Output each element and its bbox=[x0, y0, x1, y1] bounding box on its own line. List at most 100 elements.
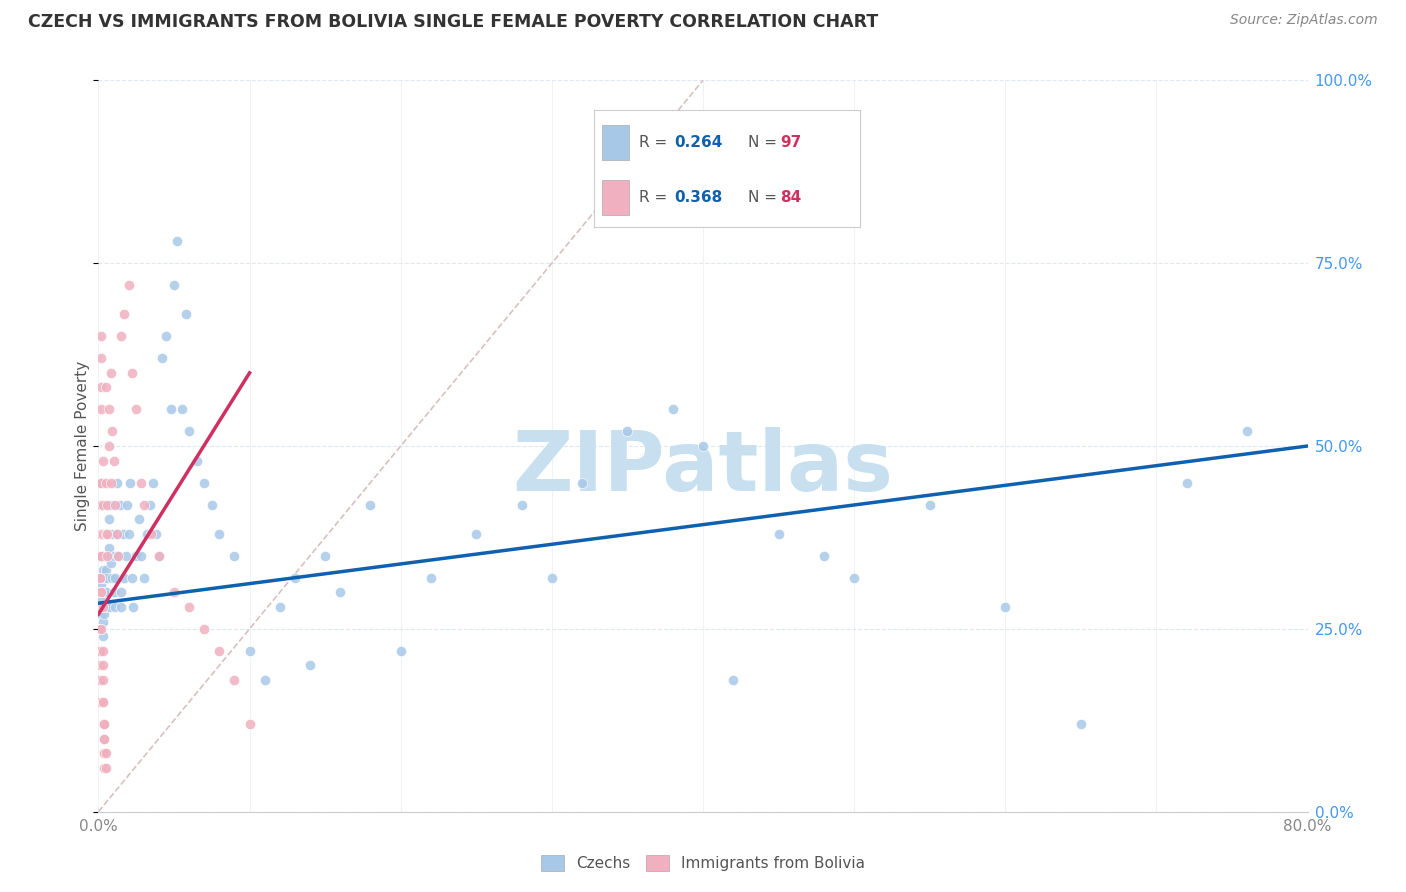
Point bbox=[93, 746, 115, 760]
Point bbox=[93, 585, 115, 599]
Point bbox=[208, 644, 231, 658]
Point bbox=[90, 549, 112, 563]
Point bbox=[90, 498, 112, 512]
Point bbox=[90, 329, 112, 343]
Point bbox=[107, 549, 129, 563]
Point bbox=[571, 475, 593, 490]
Point bbox=[91, 658, 114, 673]
Point bbox=[98, 402, 121, 417]
Point bbox=[89, 695, 111, 709]
Point bbox=[91, 644, 114, 658]
Point bbox=[813, 549, 835, 563]
Point bbox=[284, 571, 307, 585]
Point bbox=[90, 498, 112, 512]
Point bbox=[90, 578, 112, 592]
Point bbox=[100, 366, 122, 380]
Point bbox=[89, 644, 111, 658]
Point bbox=[129, 475, 152, 490]
Point bbox=[91, 717, 114, 731]
Point bbox=[89, 571, 111, 585]
Point bbox=[93, 607, 115, 622]
Point bbox=[465, 526, 488, 541]
Point bbox=[98, 541, 121, 556]
Point bbox=[768, 526, 790, 541]
Text: 97: 97 bbox=[780, 135, 801, 150]
Point bbox=[148, 549, 170, 563]
Point bbox=[103, 549, 125, 563]
Point bbox=[100, 556, 122, 570]
Point bbox=[93, 571, 115, 585]
Point bbox=[98, 439, 121, 453]
Point bbox=[186, 453, 208, 467]
Point bbox=[89, 644, 111, 658]
Point bbox=[112, 307, 135, 321]
Point bbox=[96, 526, 118, 541]
Point bbox=[148, 549, 170, 563]
Point bbox=[89, 622, 111, 636]
Point bbox=[201, 498, 224, 512]
Point bbox=[193, 622, 215, 636]
Point bbox=[91, 585, 114, 599]
Point bbox=[224, 549, 246, 563]
Point bbox=[108, 498, 131, 512]
Point bbox=[89, 673, 111, 687]
Point bbox=[110, 599, 132, 614]
Point bbox=[662, 402, 685, 417]
Point bbox=[91, 673, 114, 687]
Point bbox=[91, 599, 114, 614]
Point bbox=[114, 549, 136, 563]
Point bbox=[98, 512, 121, 526]
Point bbox=[723, 673, 745, 687]
Point bbox=[89, 571, 111, 585]
Point bbox=[93, 731, 115, 746]
Text: R =: R = bbox=[640, 135, 672, 150]
Point bbox=[239, 717, 262, 731]
Legend: Czechs, Immigrants from Bolivia: Czechs, Immigrants from Bolivia bbox=[536, 849, 870, 877]
Point bbox=[103, 453, 125, 467]
Point bbox=[89, 599, 111, 614]
Point bbox=[94, 526, 117, 541]
Point bbox=[93, 746, 115, 760]
Text: ZIPatlas: ZIPatlas bbox=[513, 427, 893, 508]
Point bbox=[91, 498, 114, 512]
Point bbox=[89, 622, 111, 636]
Point bbox=[89, 599, 111, 614]
Point bbox=[145, 526, 167, 541]
Point bbox=[100, 498, 122, 512]
Point bbox=[121, 366, 143, 380]
Text: Source: ZipAtlas.com: Source: ZipAtlas.com bbox=[1230, 13, 1378, 28]
Point bbox=[89, 644, 111, 658]
Point bbox=[89, 571, 111, 585]
Point bbox=[110, 329, 132, 343]
Point bbox=[420, 571, 443, 585]
Y-axis label: Single Female Poverty: Single Female Poverty bbox=[75, 361, 90, 531]
Point bbox=[90, 549, 112, 563]
Point bbox=[93, 717, 115, 731]
Point bbox=[94, 475, 117, 490]
Point bbox=[110, 585, 132, 599]
Point bbox=[94, 585, 117, 599]
Point bbox=[142, 475, 165, 490]
Point bbox=[103, 585, 125, 599]
Point bbox=[269, 599, 291, 614]
Point bbox=[104, 571, 127, 585]
Point bbox=[89, 658, 111, 673]
Point bbox=[163, 585, 186, 599]
Point bbox=[139, 498, 162, 512]
Point bbox=[91, 695, 114, 709]
Point bbox=[170, 402, 193, 417]
Point bbox=[93, 731, 115, 746]
Point bbox=[174, 307, 197, 321]
Point bbox=[89, 622, 111, 636]
Point bbox=[96, 498, 118, 512]
Point bbox=[94, 746, 117, 760]
Point bbox=[96, 549, 118, 563]
Point bbox=[112, 571, 135, 585]
Point bbox=[918, 498, 941, 512]
Point bbox=[105, 475, 128, 490]
Point bbox=[90, 380, 112, 394]
Point bbox=[90, 351, 112, 366]
Point bbox=[179, 425, 201, 439]
Point bbox=[1175, 475, 1198, 490]
Point bbox=[314, 549, 336, 563]
